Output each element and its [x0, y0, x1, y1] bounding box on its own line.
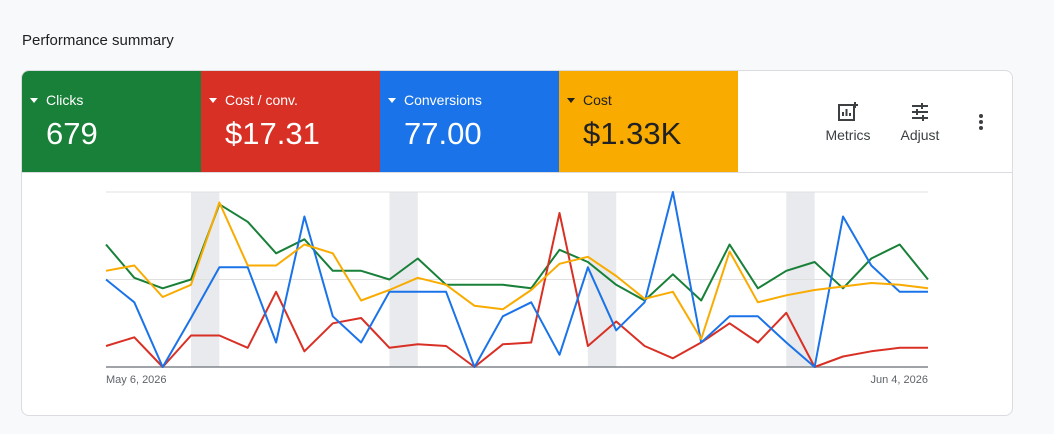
metric-label: Cost	[567, 92, 612, 108]
metrics-label: Metrics	[825, 127, 871, 143]
metric-label: Clicks	[30, 92, 83, 108]
summary-panel: Clicks 679 Cost / conv. $17.31 Conversions 77…	[21, 70, 1013, 416]
series-line	[105, 212, 928, 368]
metric-value: 679	[46, 116, 98, 151]
series-line	[105, 203, 929, 302]
dropdown-arrow	[388, 98, 396, 103]
dropdown-arrow	[567, 98, 575, 103]
metrics-icon	[838, 102, 858, 121]
dropdown-arrow	[30, 98, 38, 103]
metric-value: $1.33K	[583, 116, 682, 151]
adjust-icon	[912, 103, 928, 121]
x-tick-label: May 6, 2026	[106, 374, 167, 386]
series-line	[105, 201, 929, 340]
metric-card[interactable]: Conversions 77.00	[380, 71, 559, 172]
metric-label: Conversions	[388, 92, 482, 108]
dropdown-arrow	[209, 98, 217, 103]
divider	[22, 172, 1012, 173]
metrics-button[interactable]: Metrics	[813, 101, 883, 143]
metric-card[interactable]: Cost / conv. $17.31	[201, 71, 380, 172]
adjust-label: Adjust	[900, 127, 940, 143]
metric-card[interactable]: Cost $1.33K	[559, 71, 738, 172]
metric-card[interactable]: Clicks 679	[22, 71, 201, 172]
section-title: Performance summary	[22, 32, 174, 49]
metric-cards: Clicks 679 Cost / conv. $17.31 Conversions 77…	[22, 71, 738, 172]
metric-label: Cost / conv.	[209, 92, 298, 108]
metric-value: $17.31	[225, 116, 320, 151]
adjust-button[interactable]: Adjust	[885, 101, 955, 143]
metric-value: 77.00	[404, 116, 482, 151]
series-line	[105, 191, 928, 368]
x-tick-label: Jun 4, 2026	[871, 374, 929, 386]
more-menu[interactable]	[975, 113, 987, 133]
